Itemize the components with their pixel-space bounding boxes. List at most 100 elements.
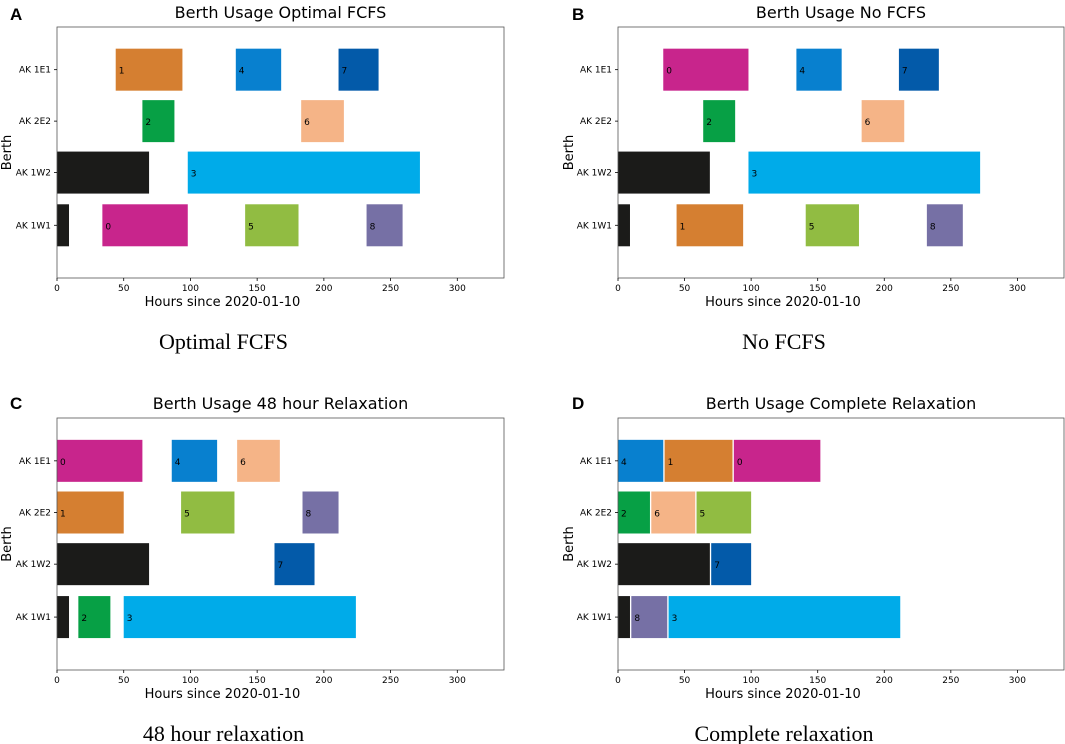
vessel-bar-label: 7 [277,561,283,571]
y-axis-label: Berth [0,135,15,171]
y-tick-label: AK 1W1 [16,221,51,231]
x-tick-label: 300 [449,676,466,686]
vessel-bar-3 [187,151,420,194]
x-tick-label: 150 [249,676,266,686]
x-tick-label: 150 [809,676,826,686]
vessel-bar-2 [78,596,111,639]
idle-bar [618,596,630,639]
chart-title: Berth Usage No FCFS [756,3,926,22]
x-tick-label: 0 [615,676,621,686]
panel-caption: No FCFS [742,329,826,354]
vessel-bar-6 [237,439,280,482]
y-tick-label: AK 1E1 [19,66,51,76]
x-tick-label: 200 [315,676,332,686]
vessel-bar-label: 7 [714,561,720,571]
vessel-bar-6 [651,491,696,534]
vessel-bar-0 [663,48,749,91]
plot-frame [56,417,505,671]
y-tick-label: AK 1W1 [577,221,612,231]
vessel-bar-8 [366,204,403,247]
y-tick-label: AK 2E2 [19,117,51,127]
y-tick-label: AK 1E1 [580,457,612,467]
vessel-bar-label: 2 [706,118,712,128]
vessel-bar-label: 5 [700,510,706,520]
y-tick-label: AK 2E2 [580,509,612,519]
vessel-bar-label: 6 [865,118,871,128]
idle-bar [618,543,710,586]
y-axis-label: Berth [562,135,577,171]
vessel-bar-label: 8 [370,222,376,232]
vessel-bar-label: 3 [191,170,197,180]
vessel-bar-label: 8 [306,510,312,520]
x-tick-label: 250 [382,676,399,686]
vessel-bar-label: 1 [680,222,686,232]
vessel-bar-label: 4 [621,458,627,468]
x-axis-label: Hours since 2020-01-10 [705,687,861,702]
y-tick-label: AK 1W2 [577,560,612,570]
vessel-bar-0 [733,439,821,482]
x-tick-label: 250 [382,284,399,294]
panel-caption: Complete relaxation [695,721,874,744]
vessel-bar-3 [748,151,981,194]
x-axis-label: Hours since 2020-01-10 [705,295,861,310]
panel-letter: B [572,5,584,24]
vessel-bar-2 [142,100,175,143]
vessel-bar-label: 0 [105,222,111,232]
vessel-bar-5 [181,491,235,534]
vessel-bar-label: 5 [809,222,815,232]
x-tick-label: 200 [876,284,893,294]
vessel-bar-5 [696,491,752,534]
x-tick-label: 100 [743,284,760,294]
vessel-bar-3 [668,596,901,639]
y-axis-label: Berth [562,526,577,562]
panel-letter: D [572,394,584,413]
vessel-bar-8 [302,491,339,534]
vessel-bar-label: 7 [902,67,908,77]
y-tick-label: AK 1W2 [16,169,51,179]
vessel-bar-2 [703,100,736,143]
x-axis-label: Hours since 2020-01-10 [145,295,301,310]
y-tick-label: AK 1W1 [16,613,51,623]
vessel-bar-1 [664,439,733,482]
idle-bar [618,151,710,194]
vessel-bar-6 [861,100,905,143]
x-tick-label: 250 [942,676,959,686]
vessel-bar-label: 4 [799,67,805,77]
x-tick-label: 200 [876,676,893,686]
vessel-bar-7 [338,48,379,91]
y-tick-label: AK 1E1 [580,66,612,76]
vessel-bar-label: 3 [672,614,678,624]
plot-frame [56,26,505,279]
x-tick-label: 150 [249,284,266,294]
plot-frame [617,26,1065,279]
vessel-bar-label: 8 [634,614,640,624]
vessel-bar-8 [926,204,963,247]
vessel-bar-0 [102,204,188,247]
x-tick-label: 50 [679,284,691,294]
y-tick-label: AK 2E2 [580,117,612,127]
chart-panel-a: A Berth Usage Optimal FCFS 1 4 7 2 6 3 0 5 8 AK 1E1… [0,3,505,354]
x-axis-label: Hours since 2020-01-10 [145,687,301,702]
idle-bar [618,204,630,247]
vessel-bar-7 [898,48,939,91]
x-tick-label: 300 [1009,284,1026,294]
vessel-bar-4 [171,439,218,482]
vessel-bar-8 [631,596,668,639]
vessel-bar-1 [115,48,183,91]
vessel-bar-6 [301,100,344,143]
x-tick-label: 0 [54,676,60,686]
vessel-bar-label: 0 [737,458,743,468]
vessel-bar-label: 2 [145,118,151,128]
y-tick-label: AK 2E2 [19,509,51,519]
x-tick-label: 100 [182,284,199,294]
vessel-bar-4 [796,48,842,91]
chart-panel-b: B Berth Usage No FCFS 0 4 7 2 6 3 1 5 8 AK 1E1 AK 2E… [562,3,1065,354]
vessel-bar-1 [57,491,124,534]
idle-bar [57,204,70,247]
vessel-bar-label: 3 [127,614,133,624]
vessel-bar-5 [245,204,299,247]
vessel-bar-label: 7 [342,67,348,77]
x-tick-label: 100 [182,676,199,686]
vessel-bar-label: 1 [668,458,674,468]
